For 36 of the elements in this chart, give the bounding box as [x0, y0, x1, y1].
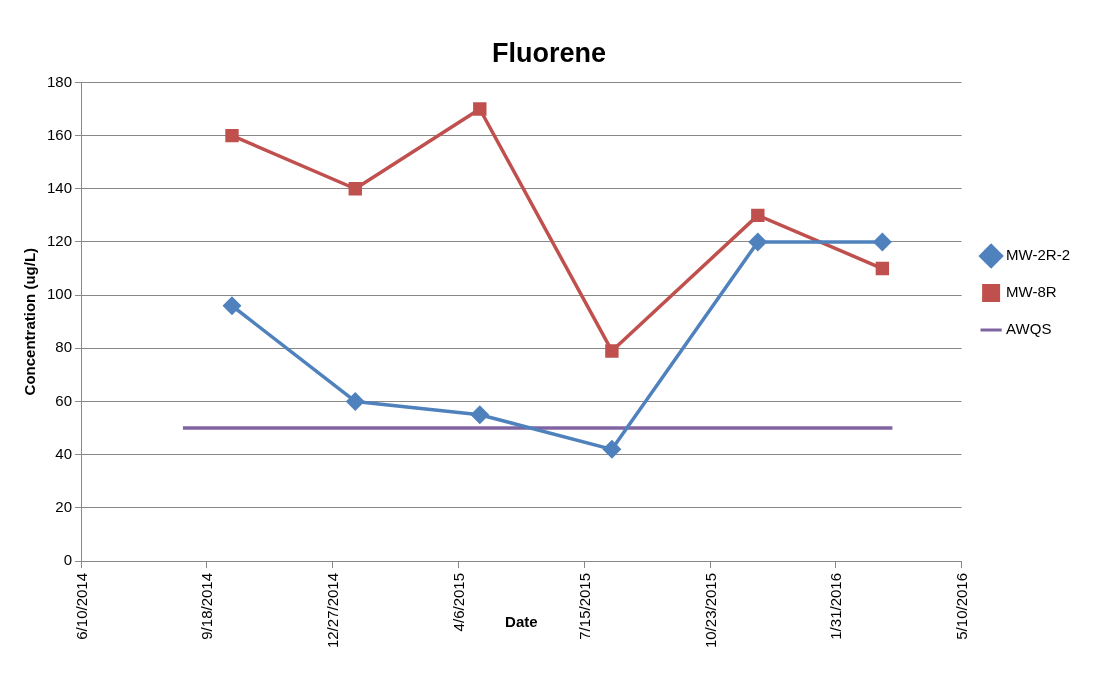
point [346, 392, 365, 411]
point [751, 208, 765, 223]
chart-title: Fluorene [491, 37, 607, 68]
x-tick-label: 6/10/2014 [72, 573, 90, 640]
y-tick-label: 120 [47, 232, 73, 250]
point [225, 128, 239, 143]
y-tick-label: 20 [55, 497, 73, 515]
y-axis-title: Concentration (ug/L) [21, 247, 39, 396]
point [471, 406, 489, 424]
y-tick-label: 80 [55, 338, 73, 356]
point [348, 182, 362, 196]
x-axis-title: Date [505, 613, 538, 631]
legend-label: AWQS [1006, 320, 1052, 338]
legend-label: MW-2R-2 [1006, 246, 1070, 264]
x-tick-label: 1/31/2016 [827, 573, 845, 640]
point [749, 233, 767, 251]
y-tick-label: 0 [63, 551, 73, 569]
y-tick-label: 60 [55, 391, 73, 409]
y-tick-label: 40 [55, 444, 73, 462]
x-tick-label: 10/23/2015 [701, 573, 719, 649]
point [875, 261, 890, 276]
y-tick-label: 160 [47, 125, 73, 143]
y-tick-label: 100 [47, 285, 73, 303]
point [603, 440, 621, 459]
y-tick-label: 180 [47, 72, 73, 90]
point [473, 102, 487, 116]
x-tick-label: 5/10/2016 [953, 573, 971, 640]
point [605, 344, 619, 358]
point [873, 233, 892, 251]
point [223, 297, 241, 315]
x-tick-label: 4/6/2015 [449, 573, 467, 632]
x-tick-label: 9/18/2014 [198, 573, 216, 640]
x-tick-label: 7/15/2015 [575, 573, 593, 640]
y-tick-label: 140 [47, 178, 73, 196]
x-tick-label: 12/27/2014 [324, 573, 342, 649]
legend-label: MW-8R [1006, 283, 1057, 301]
